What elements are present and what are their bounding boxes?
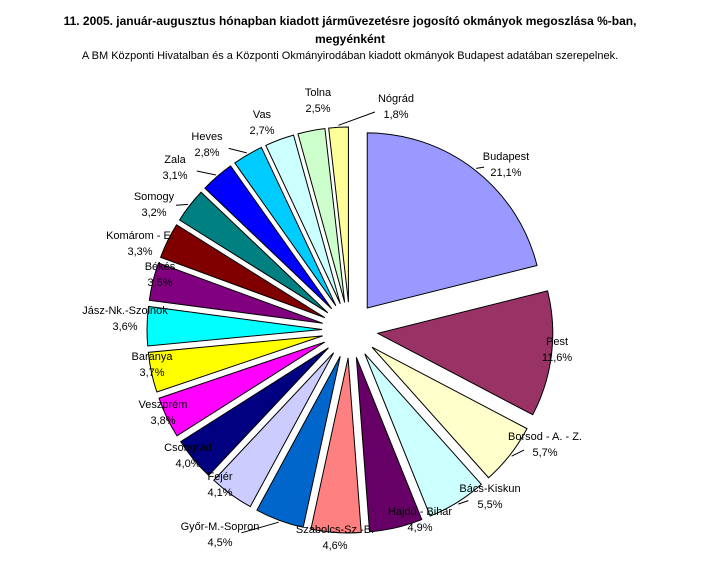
leader-line-3: [511, 449, 525, 457]
pie-slice-3: [371, 346, 528, 479]
pie-slice-4: [364, 353, 483, 517]
slice-label-value-1: 21,1%: [490, 167, 521, 179]
pie-slice-6: [310, 357, 362, 534]
pie-slice-12: [146, 305, 323, 347]
pie-slice-14: [159, 224, 326, 319]
pie-slice-19: [297, 128, 346, 303]
slice-label-value-14: 3,3%: [127, 246, 152, 258]
slice-label-value-10: 3,8%: [150, 415, 175, 427]
slice-label-name-20: Nógrád: [378, 93, 414, 105]
pie-slices: [146, 126, 554, 534]
pie-slice-17: [234, 146, 337, 307]
pie-slice-1: [366, 132, 538, 309]
chart-title-line2: megyénként: [315, 32, 385, 46]
slice-label-name-9: Csongrád: [164, 442, 212, 454]
slice-label-value-18: 2,7%: [249, 125, 274, 137]
slice-label-value-5: 4,9%: [407, 522, 432, 534]
slice-label-name-16: Zala: [164, 154, 186, 166]
slice-label-value-6: 4,6%: [322, 540, 347, 552]
slice-label-name-1: Budapest: [483, 151, 529, 163]
slice-label-value-20: 1,8%: [383, 109, 408, 121]
slice-label-value-19: 2,5%: [305, 103, 330, 115]
slice-label-name-12: Jász-Nk.-Szolnok: [82, 305, 168, 317]
slice-label-value-9: 4,0%: [175, 458, 200, 470]
leader-line-4: [458, 500, 469, 505]
slice-label-name-7: Győr-M.-Sopron: [181, 521, 260, 533]
chart-title-line1: 11. 2005. január-augusztus hónapban kiad…: [64, 14, 637, 28]
slice-label-name-5: Hajdú - Bihar: [388, 506, 453, 518]
chart-subtitle: A BM Központi Hivatalban és a Központi O…: [82, 50, 618, 62]
slice-label-name-13: Békés: [145, 261, 176, 273]
slice-label-value-7: 4,5%: [207, 537, 232, 549]
pie-slice-13: [148, 262, 323, 324]
leader-line-16: [196, 170, 217, 176]
slice-label-value-11: 3,7%: [139, 367, 164, 379]
slice-label-value-3: 5,7%: [532, 447, 557, 459]
slice-label-value-8: 4,1%: [207, 487, 232, 499]
slice-label-name-17: Heves: [191, 131, 223, 143]
pie-slice-16: [204, 165, 333, 310]
slice-label-value-15: 3,2%: [141, 207, 166, 219]
slice-label-value-17: 2,8%: [194, 147, 219, 159]
slice-label-name-2: Pest: [546, 336, 568, 348]
pie-slice-11: [147, 335, 323, 393]
leader-line-7: [241, 521, 279, 534]
pie-slice-8: [213, 352, 335, 508]
slice-label-name-18: Vas: [253, 109, 272, 121]
slice-label-name-15: Somogy: [134, 191, 175, 203]
pie-slice-5: [355, 357, 423, 533]
leader-lines: [175, 111, 525, 534]
slice-label-value-13: 3,5%: [147, 277, 172, 289]
leader-line-20: [338, 111, 376, 126]
pie-slice-9: [179, 347, 329, 477]
pie-slice-7: [256, 356, 341, 528]
leader-line-15: [175, 203, 189, 206]
slice-label-name-3: Borsod - A. - Z.: [508, 431, 582, 443]
slice-label-name-10: Veszprém: [139, 399, 188, 411]
slice-label-name-4: Bács-Kiskun: [459, 483, 520, 495]
pie-slice-18: [265, 134, 341, 304]
slice-label-name-14: Komárom - E.: [106, 230, 174, 242]
pie-slice-20: [328, 126, 349, 303]
slice-label-value-16: 3,1%: [162, 170, 187, 182]
pie-slice-10: [158, 341, 326, 437]
slice-label-name-8: Fejér: [207, 471, 232, 483]
slice-label-name-19: Tolna: [305, 87, 332, 99]
slice-labels: Budapest 21,1% Pest 11,6% Borsod - A. - Z. 5,…: [82, 87, 582, 552]
slice-label-name-11: Baranya: [132, 351, 174, 363]
pie-slice-15: [178, 191, 329, 314]
slice-label-value-12: 3,6%: [112, 321, 137, 333]
slice-label-value-4: 5,5%: [477, 499, 502, 511]
leader-line-17: [228, 147, 247, 154]
slice-label-name-6: Szabolcs-Sz.-B.: [296, 524, 374, 536]
slice-label-value-2: 11,6%: [542, 352, 573, 364]
leader-line-1: [476, 166, 485, 169]
pie-slice-2: [376, 290, 554, 416]
